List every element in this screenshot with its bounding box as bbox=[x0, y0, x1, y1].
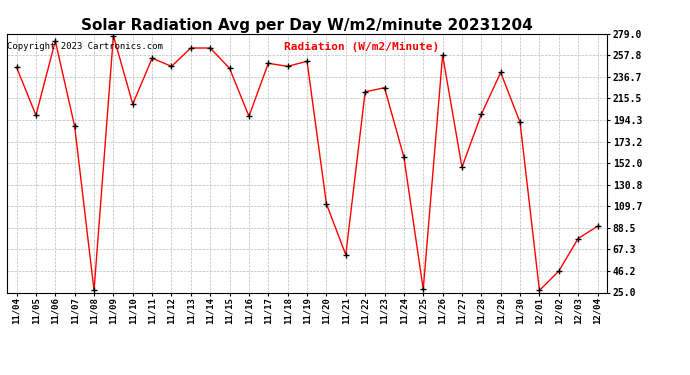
Text: Copyright 2023 Cartronics.com: Copyright 2023 Cartronics.com bbox=[7, 42, 163, 51]
Text: Radiation (W/m2/Minute): Radiation (W/m2/Minute) bbox=[284, 42, 439, 51]
Title: Solar Radiation Avg per Day W/m2/minute 20231204: Solar Radiation Avg per Day W/m2/minute … bbox=[81, 18, 533, 33]
